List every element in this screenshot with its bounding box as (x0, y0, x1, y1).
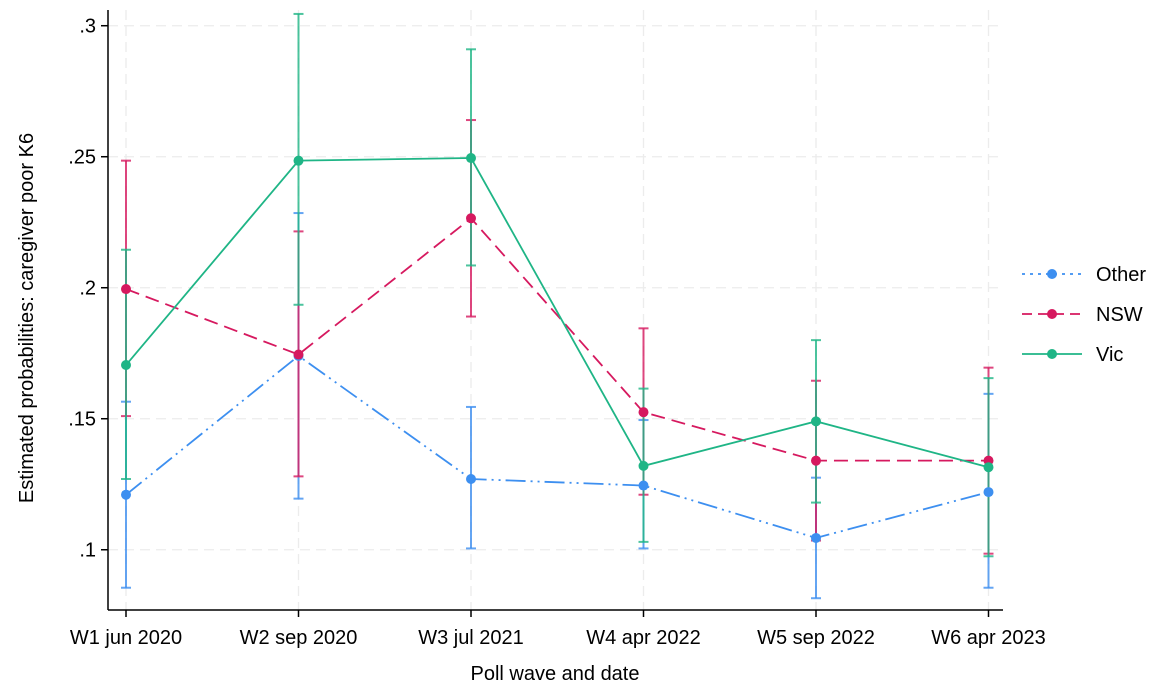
data-point-nsw (121, 284, 131, 295)
data-point-other (811, 532, 821, 543)
x-tick-label: W1 jun 2020 (70, 627, 182, 649)
data-point-nsw (466, 213, 476, 224)
y-tick-label: .1 (79, 540, 96, 562)
x-tick-label: W2 sep 2020 (240, 627, 358, 649)
data-point-nsw (638, 407, 649, 418)
data-point-nsw (293, 349, 304, 360)
data-point-other (983, 487, 994, 498)
axes (107, 10, 1003, 611)
data-point-nsw (811, 455, 821, 466)
data-point-other (638, 480, 649, 491)
data-point-vic (121, 360, 131, 371)
series-line-vic (125, 157, 989, 469)
data-point-vic (638, 460, 649, 471)
y-tick-label: .25 (68, 147, 96, 169)
data-point-vic (466, 153, 476, 164)
data-point-vic (983, 462, 994, 473)
legend-item-nsw: NSW (1022, 304, 1143, 326)
legend-marker (1047, 269, 1057, 279)
x-tick-label: W6 apr 2023 (931, 627, 1046, 649)
legend-marker (1047, 309, 1057, 319)
y-tick-label: .15 (68, 409, 96, 431)
legend: Other NSW Vic (1022, 264, 1146, 366)
legend-label: Other (1096, 264, 1146, 286)
legend-item-other: Other (1022, 264, 1146, 286)
series-line-nsw (125, 217, 989, 462)
legend-item-vic: Vic (1022, 344, 1123, 366)
y-ticks: .1 .15 .2 .25 .3 (68, 16, 108, 562)
y-tick-label: .2 (79, 278, 96, 300)
data-point-other (466, 473, 476, 484)
x-tick-label: W3 jul 2021 (418, 627, 524, 649)
data-point-vic (293, 155, 304, 166)
series-line-other (125, 354, 989, 539)
legend-marker (1047, 349, 1057, 359)
series-layer (121, 12, 994, 600)
data-point-other (121, 489, 131, 500)
x-tick-label: W4 apr 2022 (586, 627, 701, 649)
x-ticks: W1 jun 2020 W2 sep 2020 W3 jul 2021 W4 apr … (70, 610, 1046, 649)
y-axis-title: Estimated probabilities: caregiver poor … (16, 133, 38, 503)
x-axis-title: Poll wave and date (470, 663, 639, 685)
legend-label: Vic (1096, 344, 1123, 366)
legend-label: NSW (1096, 304, 1143, 326)
data-point-vic (811, 416, 821, 427)
y-tick-label: .3 (79, 16, 96, 38)
x-tick-label: W5 sep 2022 (757, 627, 875, 649)
